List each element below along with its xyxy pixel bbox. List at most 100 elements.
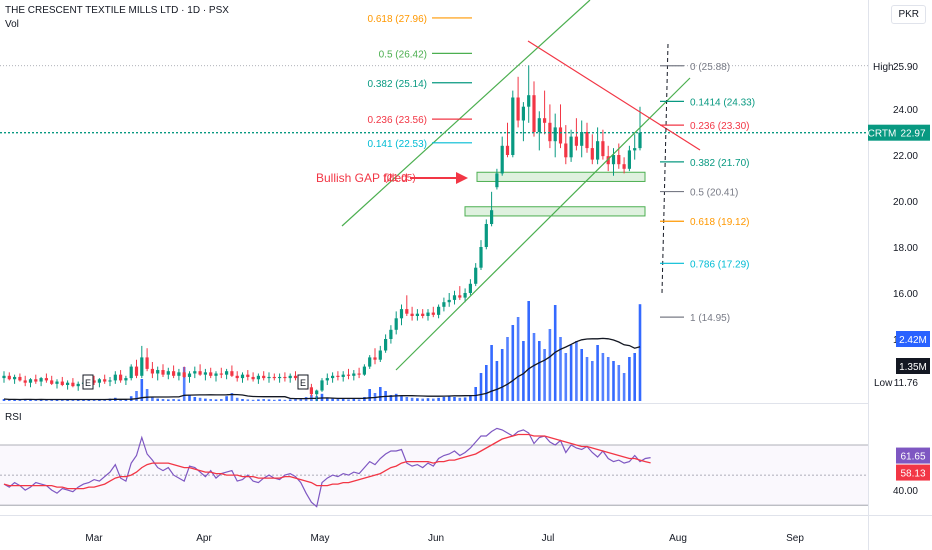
candle-body xyxy=(410,313,414,316)
price-tick: 18.00 xyxy=(893,243,918,254)
candle-body xyxy=(166,371,170,375)
candle-body xyxy=(172,371,176,376)
candle-body xyxy=(484,224,488,247)
event-marker xyxy=(297,374,309,390)
candle-body xyxy=(246,374,250,377)
candle-body xyxy=(97,379,101,383)
volume-bar xyxy=(124,399,128,401)
time-tick: Jun xyxy=(428,533,444,544)
annotation-text: Bullish GAP filled xyxy=(316,171,408,185)
candle-body xyxy=(590,148,594,160)
rsi-value: 61.65 xyxy=(900,452,925,463)
candle-body xyxy=(288,375,292,379)
fib-left-label: 0.618 (27.96) xyxy=(368,14,428,25)
volume-bar xyxy=(617,365,621,401)
candle-body xyxy=(564,143,568,158)
volume-bar xyxy=(50,399,53,401)
volume-bar xyxy=(103,399,106,401)
last-price-badge xyxy=(896,124,930,141)
candle-body xyxy=(225,371,229,375)
candle-body xyxy=(362,366,366,375)
volume-bar xyxy=(437,397,440,401)
candle-body xyxy=(209,372,213,376)
volume-bar xyxy=(39,399,43,401)
candle-body xyxy=(44,378,48,381)
volume-bar xyxy=(389,395,393,401)
candle-body xyxy=(389,329,393,339)
volume-bar xyxy=(76,399,80,401)
volume-bar xyxy=(379,387,382,401)
fib-left-label: 0.141 (22.53) xyxy=(368,139,428,150)
candle-body xyxy=(606,156,610,165)
candle-body xyxy=(569,136,573,158)
volume-bars xyxy=(2,301,642,401)
candle-body xyxy=(320,380,324,391)
candle-body xyxy=(92,380,96,383)
volume-bar xyxy=(119,399,122,401)
event-marker-label: E xyxy=(300,378,306,388)
volume-bar xyxy=(585,357,589,401)
volume-bar xyxy=(214,399,218,401)
candle-body xyxy=(511,97,515,155)
price-tick: 24.00 xyxy=(893,105,918,116)
candle-body xyxy=(161,370,165,375)
candle-body xyxy=(150,368,154,374)
low-value: 11.76 xyxy=(894,378,919,389)
volume-bar xyxy=(543,349,546,401)
volume-bar xyxy=(363,397,366,401)
price-tick: 16.00 xyxy=(893,289,918,300)
low-label: Low xyxy=(874,378,893,389)
candle-body xyxy=(129,366,133,379)
fib-right-label: 0.5 (20.41) xyxy=(690,188,738,199)
volume-bar xyxy=(294,399,297,401)
volume-bar xyxy=(421,398,424,401)
volume-bar xyxy=(225,396,228,401)
last-symbol-badge xyxy=(868,124,896,141)
volume-bar xyxy=(522,341,525,401)
fib-right-label: 0.786 (17.29) xyxy=(690,259,750,270)
currency-badge[interactable]: PKR xyxy=(891,5,926,24)
volume-bar xyxy=(29,399,32,401)
volume-bar xyxy=(161,399,165,401)
candle-body xyxy=(336,375,340,377)
candle-body xyxy=(431,312,435,315)
candle-body xyxy=(468,283,472,293)
volume-bar xyxy=(66,399,69,401)
symbol-title[interactable]: THE CRESCENT TEXTILE MILLS LTD · 1D · PS… xyxy=(5,5,229,16)
volume-bar xyxy=(273,399,276,401)
volume-bar xyxy=(230,393,234,401)
volume-bar xyxy=(151,397,154,401)
volume-bar xyxy=(177,399,181,401)
event-marker-label: E xyxy=(85,378,91,388)
volume-bar xyxy=(331,398,334,401)
time-tick: Aug xyxy=(669,533,687,544)
candle-body xyxy=(219,373,223,375)
volume-bar xyxy=(606,357,610,401)
candle-body xyxy=(315,390,319,395)
candle-body xyxy=(66,382,70,385)
candle-body xyxy=(108,380,112,382)
candle-body xyxy=(55,381,59,384)
candle-body xyxy=(50,380,54,384)
volume-bar xyxy=(479,373,483,401)
candle-body xyxy=(399,309,404,319)
candle-body xyxy=(601,141,605,157)
volume-last-value: 2.42M xyxy=(899,335,927,346)
volume-bar xyxy=(638,304,642,401)
candle-body xyxy=(71,382,75,387)
candle-body xyxy=(617,155,621,165)
candle-body xyxy=(368,357,372,367)
candle-body xyxy=(373,357,377,360)
volume-bar xyxy=(182,367,186,401)
candle-body xyxy=(182,372,186,377)
volume-bar xyxy=(601,353,605,401)
candle-body xyxy=(193,371,197,374)
volume-bar xyxy=(352,399,356,401)
candle-body xyxy=(596,141,600,160)
volume-bar xyxy=(251,399,255,401)
candle-body xyxy=(633,148,637,151)
volume-indicator-label[interactable]: Vol xyxy=(5,19,19,30)
candle-body xyxy=(278,376,282,379)
